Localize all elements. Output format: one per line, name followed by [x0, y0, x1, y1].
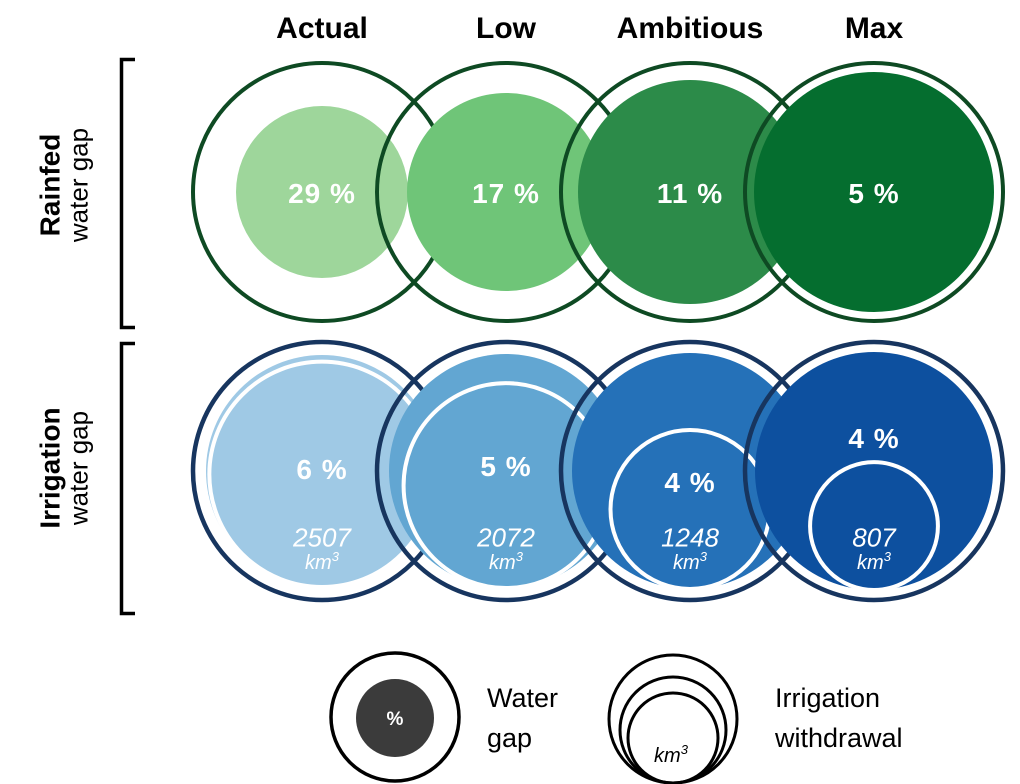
row-label-irrigation-subtitle: water gap [63, 410, 94, 526]
water-gap-circle-rainfed-low [407, 93, 605, 291]
legend-water-gap-inner-circle [356, 679, 434, 757]
row-brackets [119, 57, 135, 616]
legend-label-water-gap: Water gap [487, 683, 559, 753]
bracket-rainfed [119, 57, 135, 330]
column-header-actual: Actual [276, 12, 368, 45]
water-gap-circle-rainfed-actual [236, 106, 408, 278]
withdrawal-circle-irrigation-max [808, 460, 940, 593]
row-label-rainfed: Rainfed water gap [34, 127, 94, 243]
bracket-irrigation [119, 341, 135, 616]
scenario-circles-layer [190, 61, 1006, 603]
row-label-rainfed-title: Rainfed [34, 133, 66, 237]
outer-ring-irrigation-max [742, 339, 1006, 603]
water-gap-circle-irrigation-low [389, 354, 623, 588]
row-label-irrigation: Irrigation water gap [34, 407, 94, 529]
row-label-irrigation-title: Irrigation [34, 407, 66, 529]
legend-label-irrigation-withdrawal: Irrigation withdrawal [775, 683, 903, 753]
water-gap-circle-irrigation-ambitious [572, 353, 808, 589]
legend-water-gap-symbol: % [387, 709, 404, 730]
column-header-low: Low [476, 12, 536, 45]
water-gap-circle-rainfed-max [754, 72, 994, 312]
water-gap-circle-irrigation-max [755, 352, 993, 590]
legend-withdrawal-symbol: km3 [654, 742, 689, 767]
column-header-max: Max [844, 12, 904, 45]
water-gap-circle-rainfed-ambitious [578, 80, 802, 304]
legend-withdrawal-inner-circle [626, 691, 720, 784]
water-gap-circle-irrigation-actual [206, 355, 438, 587]
outer-ring-rainfed-max [743, 61, 1005, 323]
row-label-rainfed-subtitle: water gap [63, 127, 94, 243]
legend-glyphs: % km3 [329, 651, 739, 784]
column-header-ambitious: Ambitious [616, 12, 764, 45]
